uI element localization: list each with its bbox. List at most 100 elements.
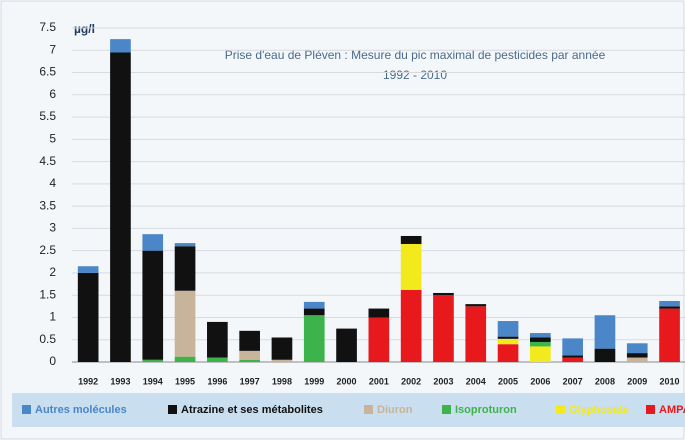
legend-swatch [364,405,373,414]
bar-segment [174,246,196,291]
bar-segment [530,346,551,362]
bar-segment [530,341,551,347]
bar-segment [562,355,583,358]
y-tick-label: 3.5 [39,198,56,212]
bar-segment [626,357,648,362]
bar-segment [368,308,390,318]
bar-segment [433,292,454,296]
y-tick-label: 6.5 [39,65,56,79]
chart-subtitle: 1992 - 2010 [383,68,447,82]
y-tick-label: 1.5 [39,287,56,301]
x-tick-label: 2004 [466,376,486,386]
bar-segment [400,289,422,362]
legend-swatch [442,405,451,414]
y-tick-label: 7.5 [39,20,56,34]
bar-segment [303,308,325,316]
bar-segment [303,315,325,362]
legend-background [12,393,685,427]
bar-segment [659,306,680,309]
bar-segment [207,357,228,362]
bar-segment [594,315,616,349]
chart-title: Prise d'eau de Pléven : Mesure du pic ma… [225,48,606,62]
bar-segment [303,301,325,309]
x-tick-label: 2005 [498,376,518,386]
bar-segment [77,266,99,273]
y-tick-label: 4 [49,176,56,190]
legend-label: Diuron [377,404,413,416]
legend-label: Autres molécules [35,404,127,416]
x-tick-label: 1993 [110,376,130,386]
bar-segment [530,333,551,338]
x-tick-label: 1997 [240,376,260,386]
legend-swatch [646,405,655,414]
bar-segment [659,308,680,362]
bar-segment [368,317,390,362]
x-tick-label: 2003 [433,376,453,386]
y-axis-label: µg/l [74,22,95,36]
bar-segment [142,250,164,360]
x-tick-label: 1996 [207,376,227,386]
legend-label: Glyphosate [569,404,629,416]
legend-swatch [168,405,177,414]
bar-segment [497,344,519,362]
bar-segment [110,52,131,362]
x-tick-label: 2006 [530,376,550,386]
bar-segment [562,357,583,362]
bar-segment [239,350,260,360]
x-tick-label: 2002 [401,376,421,386]
x-tick-label: 1999 [304,376,324,386]
y-tick-label: 0 [49,354,56,368]
legend-swatch [556,405,565,414]
legend-label: Isoproturon [455,404,517,416]
bar-segment [497,336,519,339]
bar-segment [497,321,519,337]
bar-segment [465,304,487,307]
bar-segment [530,337,551,342]
bar-segment [562,338,583,356]
bar-segment [77,272,99,362]
y-tick-label: 5 [49,132,56,146]
bar-segment [626,353,648,358]
x-tick-label: 1992 [78,376,98,386]
y-tick-label: 2 [49,265,56,279]
bar-segment [465,306,487,362]
bar-segment [336,328,357,362]
x-tick-label: 1998 [272,376,292,386]
bar-segment [174,290,196,357]
y-tick-label: 3 [49,221,56,235]
x-tick-label: 2007 [563,376,583,386]
y-tick-label: 4.5 [39,154,56,168]
x-tick-label: 1995 [175,376,195,386]
bar-segment [239,359,260,362]
bar-segment [207,321,228,358]
bar-segment [142,359,164,362]
x-tick-label: 1994 [143,376,163,386]
bar-segment [626,343,648,354]
y-tick-label: 6 [49,87,56,101]
bar-segment [497,338,519,345]
x-tick-label: 2010 [660,376,680,386]
bar-segment [110,39,131,53]
legend-swatch [22,405,31,414]
bar-segment [174,356,196,362]
x-tick-label: 2009 [627,376,647,386]
bar-segment [433,295,454,362]
bar-segment [174,243,196,247]
bar-segment [271,359,293,362]
bar-segment [400,243,422,290]
x-tick-label: 2000 [337,376,357,386]
bar-segment [142,234,164,251]
bar-segment [659,300,680,307]
y-tick-label: 1 [49,310,56,324]
y-tick-label: 2.5 [39,243,56,257]
legend-label: AMPA [659,404,685,416]
x-tick-label: 2008 [595,376,615,386]
bar-segment [400,235,422,244]
bar-segment [239,330,260,351]
x-tick-label: 2001 [369,376,389,386]
legend-label: Atrazine et ses métabolites [181,404,323,416]
bar-segment [594,348,616,362]
bar-segment [271,337,293,360]
